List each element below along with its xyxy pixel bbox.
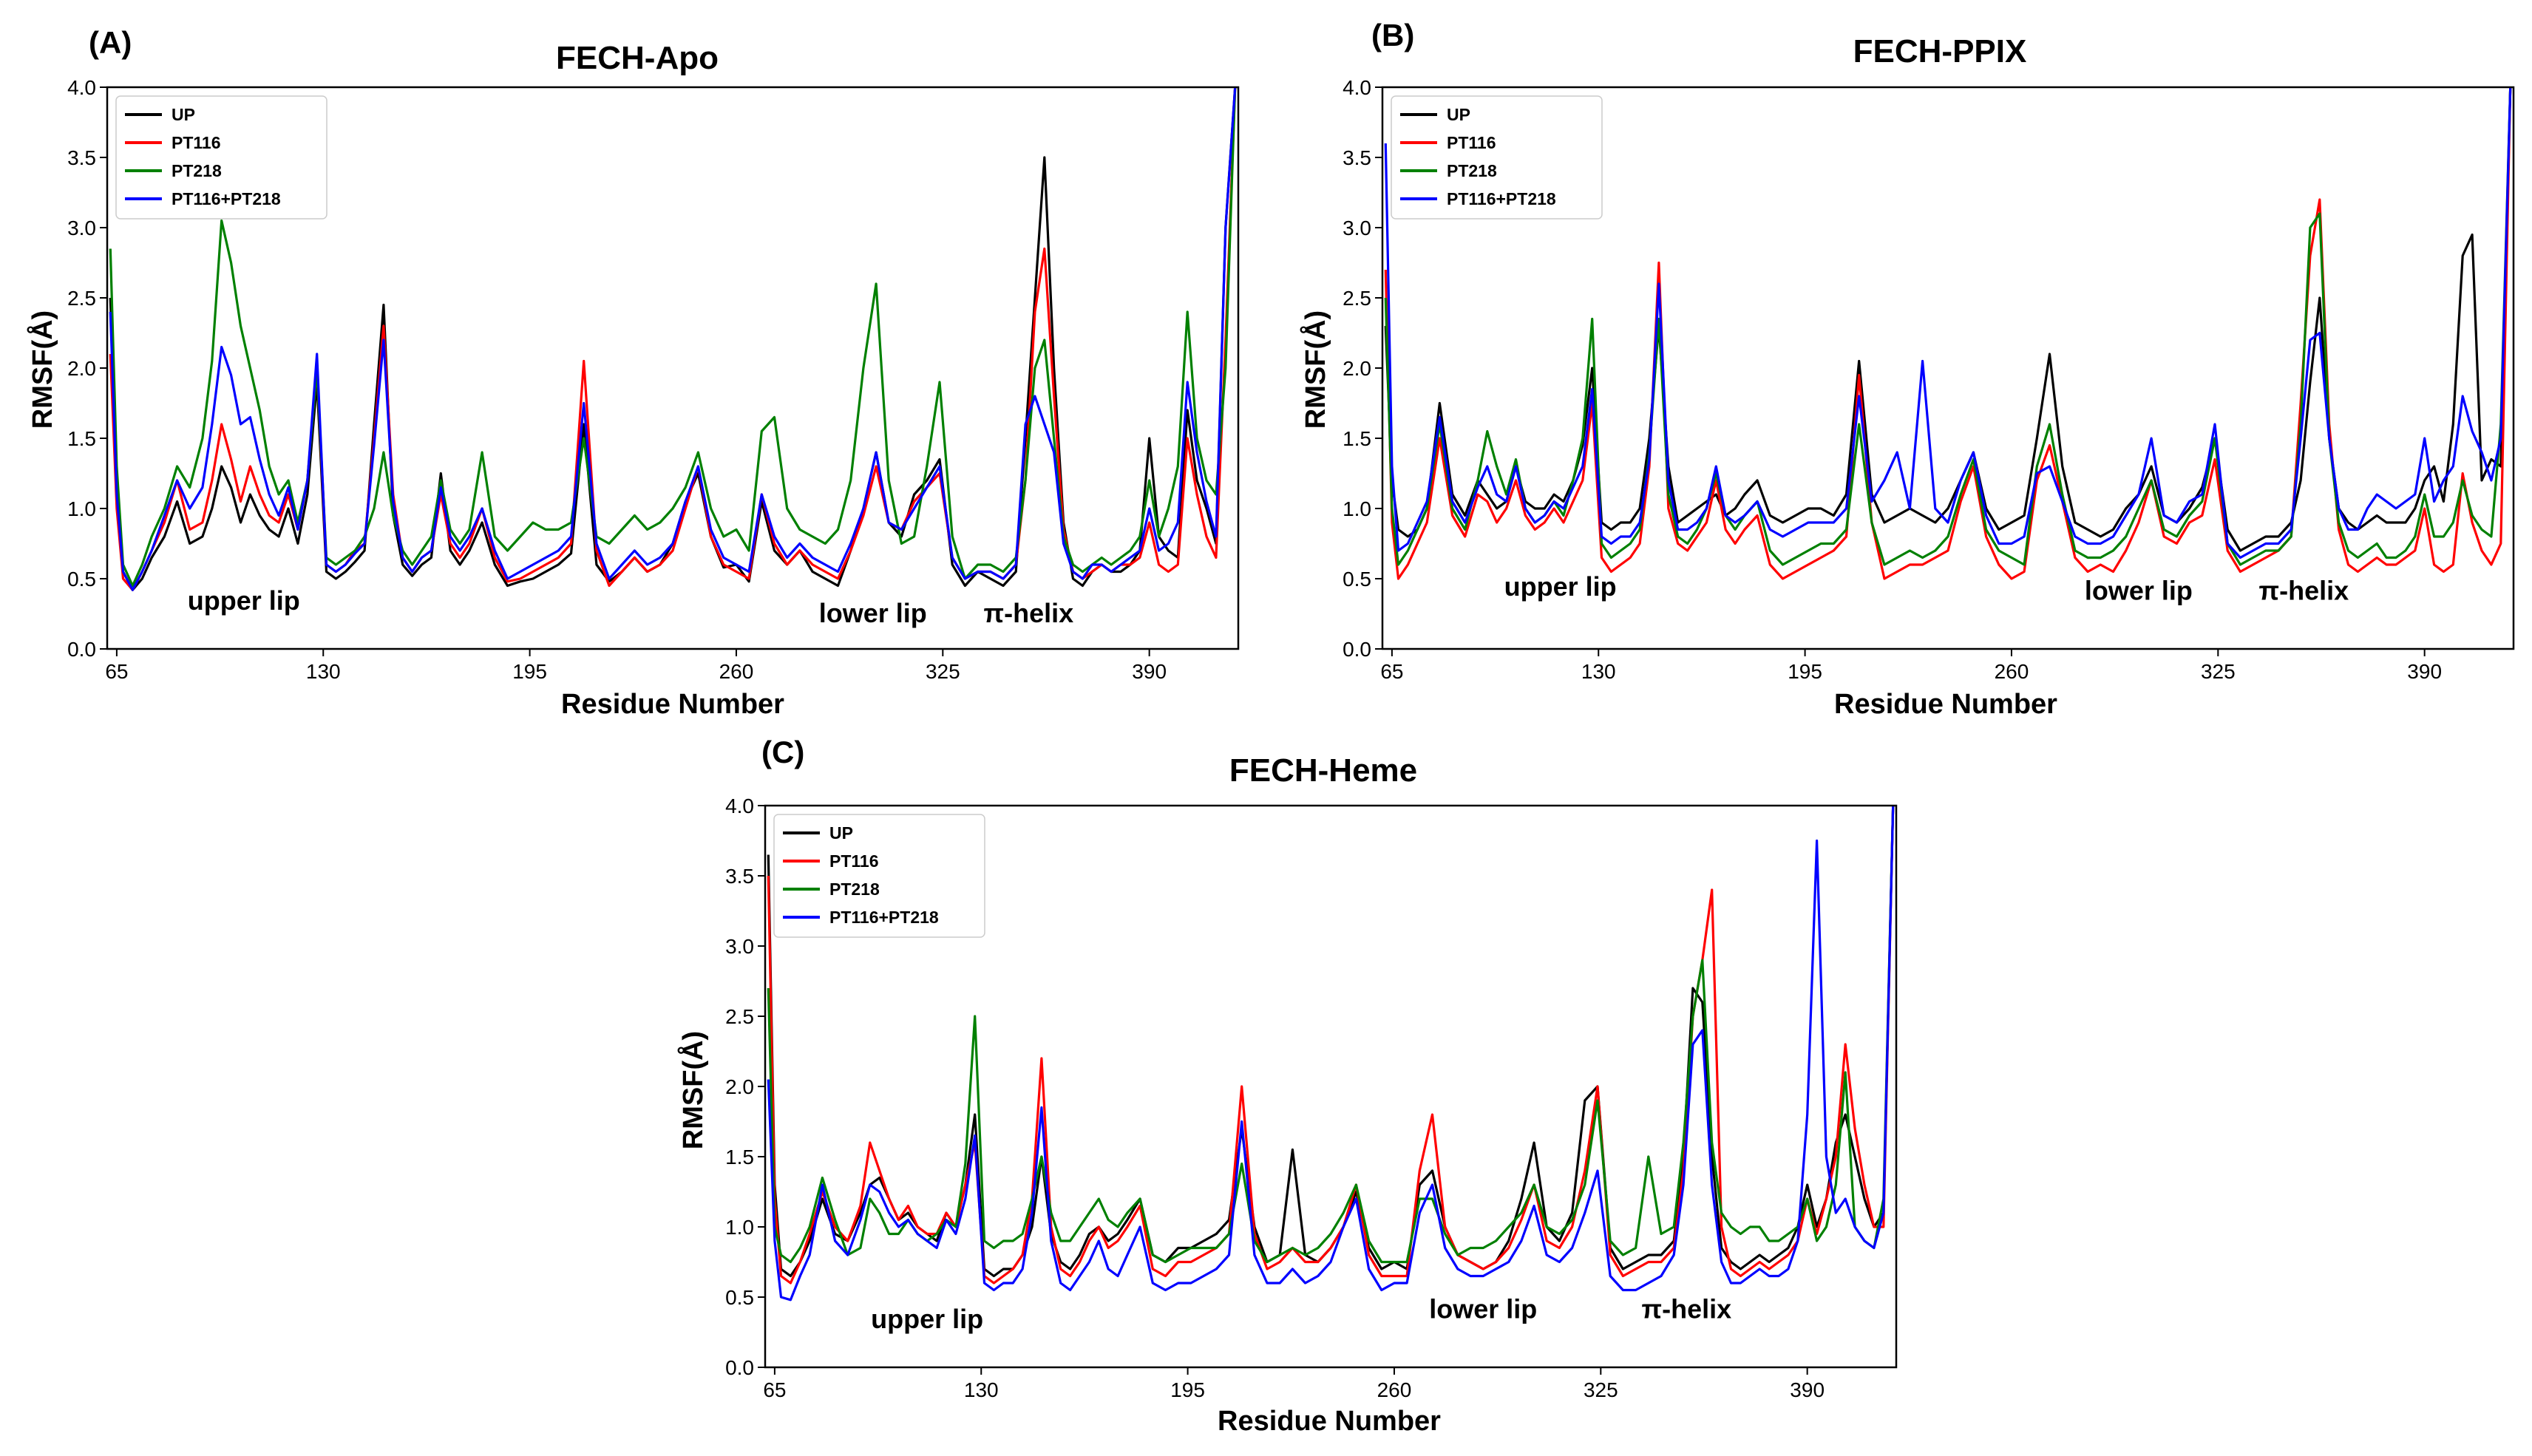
- legend-label-up: UP: [829, 823, 853, 843]
- chart-title: FECH-Apo: [556, 40, 719, 76]
- y-tick-label: 2.0: [67, 357, 96, 380]
- y-tick-label: 1.5: [725, 1146, 754, 1168]
- y-tick-label: 4.0: [725, 795, 754, 817]
- x-tick-label: 130: [306, 660, 341, 683]
- y-tick-label: 2.5: [1343, 287, 1371, 310]
- annotation-upper-lip: upper lip: [188, 585, 300, 616]
- y-tick-label: 1.0: [67, 497, 96, 520]
- series-line-pt116-pt218: [1384, 87, 2512, 559]
- x-tick-label: 325: [926, 660, 960, 683]
- x-tick-label: 260: [1995, 660, 2029, 683]
- legend-box: [115, 95, 327, 220]
- y-tick-label: 1.0: [725, 1216, 754, 1239]
- x-tick-label: 65: [763, 1378, 786, 1401]
- y-tick-label: 3.0: [725, 935, 754, 958]
- legend-label-pt116: PT116: [829, 851, 879, 871]
- legend-label-pt116: PT116: [1447, 133, 1496, 152]
- annotation-lower-lip: lower lip: [1429, 1294, 1537, 1324]
- series-line-pt218: [109, 87, 1237, 588]
- y-tick-label: 3.0: [67, 217, 96, 239]
- x-axis-label: Residue Number: [1218, 1406, 1441, 1437]
- x-tick-label: 260: [719, 660, 754, 683]
- y-tick-label: 1.5: [67, 427, 96, 450]
- y-tick-label: 0.5: [725, 1286, 754, 1309]
- legend: UP PT116 PT218 PT116+PT218: [773, 814, 985, 938]
- panel-label: (C): [761, 735, 804, 769]
- annotation-upper-lip: upper lip: [1504, 571, 1617, 602]
- y-tick-label: 0.5: [67, 568, 96, 591]
- y-tick-label: 0.0: [725, 1356, 754, 1379]
- y-tick-label: 2.5: [725, 1005, 754, 1028]
- y-tick-label: 1.5: [1343, 427, 1371, 450]
- x-axis-label: Residue Number: [1834, 689, 2057, 720]
- y-tick-label: 0.0: [67, 638, 96, 661]
- series-line-up: [1384, 87, 2512, 552]
- x-tick-label: 195: [1788, 660, 1822, 683]
- y-tick-label: 4.0: [67, 76, 96, 99]
- y-axis-label: RMSF(Å): [1299, 310, 1331, 429]
- y-tick-label: 3.5: [1343, 146, 1371, 169]
- x-tick-label: 390: [2407, 660, 2442, 683]
- y-tick-label: 0.5: [1343, 568, 1371, 591]
- chart-title: FECH-Heme: [1229, 752, 1417, 789]
- annotation-pi-helix: π-helix: [2259, 576, 2349, 606]
- y-tick-label: 3.5: [67, 146, 96, 169]
- y-axis-label: RMSF(Å): [676, 1031, 709, 1149]
- x-tick-label: 195: [512, 660, 547, 683]
- y-tick-label: 2.0: [725, 1075, 754, 1098]
- legend-label-pt116-pt218: PT116+PT218: [1447, 189, 1556, 208]
- x-tick-label: 260: [1377, 1378, 1412, 1401]
- legend-label-pt218: PT218: [172, 161, 222, 180]
- series-line-pt116-pt218: [767, 806, 1895, 1302]
- legend-label-up: UP: [172, 105, 195, 124]
- legend-label-pt116-pt218: PT116+PT218: [172, 189, 281, 208]
- legend-box: [1391, 95, 1603, 220]
- y-tick-label: 2.0: [1343, 357, 1371, 380]
- series-line-pt116-pt218: [109, 87, 1237, 591]
- legend: UP PT116 PT218 PT116+PT218: [1391, 95, 1603, 220]
- panel-fech-heme: (C) FECH-Heme Residue Number RMSF(Å) 65 1…: [676, 735, 1898, 1437]
- legend-label-pt218: PT218: [829, 880, 880, 899]
- x-tick-label: 390: [1790, 1378, 1825, 1401]
- x-tick-label: 130: [964, 1378, 999, 1401]
- panel-label: (A): [89, 25, 132, 60]
- annotation-pi-helix: π-helix: [984, 598, 1074, 628]
- legend-label-pt116: PT116: [172, 133, 221, 152]
- y-tick-label: 2.5: [67, 287, 96, 310]
- x-tick-label: 325: [1584, 1378, 1618, 1401]
- plot-lines: [109, 87, 1237, 591]
- x-axis-label: Residue Number: [561, 689, 784, 720]
- x-tick-label: 325: [2201, 660, 2236, 683]
- legend-label-pt116-pt218: PT116+PT218: [829, 908, 939, 927]
- series-line-pt116: [1384, 87, 2512, 580]
- legend-label-up: UP: [1447, 105, 1470, 124]
- annotation-pi-helix: π-helix: [1642, 1294, 1732, 1324]
- series-line-pt218: [767, 806, 1895, 1264]
- y-tick-label: 3.5: [725, 865, 754, 888]
- x-tick-label: 195: [1170, 1378, 1205, 1401]
- annotation-upper-lip: upper lip: [871, 1304, 983, 1334]
- x-tick-label: 65: [1380, 660, 1403, 683]
- legend-box: [773, 814, 985, 938]
- y-axis-label: RMSF(Å): [26, 310, 58, 429]
- y-tick-label: 4.0: [1343, 76, 1371, 99]
- x-tick-label: 130: [1581, 660, 1616, 683]
- panel-fech-ppix: (B) FECH-PPIX Residue Number RMSF(Å) 65 1…: [1299, 18, 2515, 720]
- y-tick-label: 3.0: [1343, 217, 1371, 239]
- y-tick-label: 0.0: [1343, 638, 1371, 661]
- annotation-lower-lip: lower lip: [819, 598, 927, 628]
- chart-title: FECH-PPIX: [1853, 33, 2027, 69]
- panel-fech-apo: (A) FECH-Apo Residue Number RMSF(Å) 65 13…: [26, 25, 1240, 720]
- x-tick-label: 65: [105, 660, 128, 683]
- legend: UP PT116 PT218 PT116+PT218: [115, 95, 327, 220]
- annotation-lower-lip: lower lip: [2085, 576, 2193, 606]
- x-tick-label: 390: [1132, 660, 1167, 683]
- plot-lines: [767, 806, 1895, 1302]
- y-tick-label: 1.0: [1343, 497, 1371, 520]
- panel-label: (B): [1371, 18, 1414, 52]
- plot-lines: [1384, 87, 2512, 580]
- legend-label-pt218: PT218: [1447, 161, 1497, 180]
